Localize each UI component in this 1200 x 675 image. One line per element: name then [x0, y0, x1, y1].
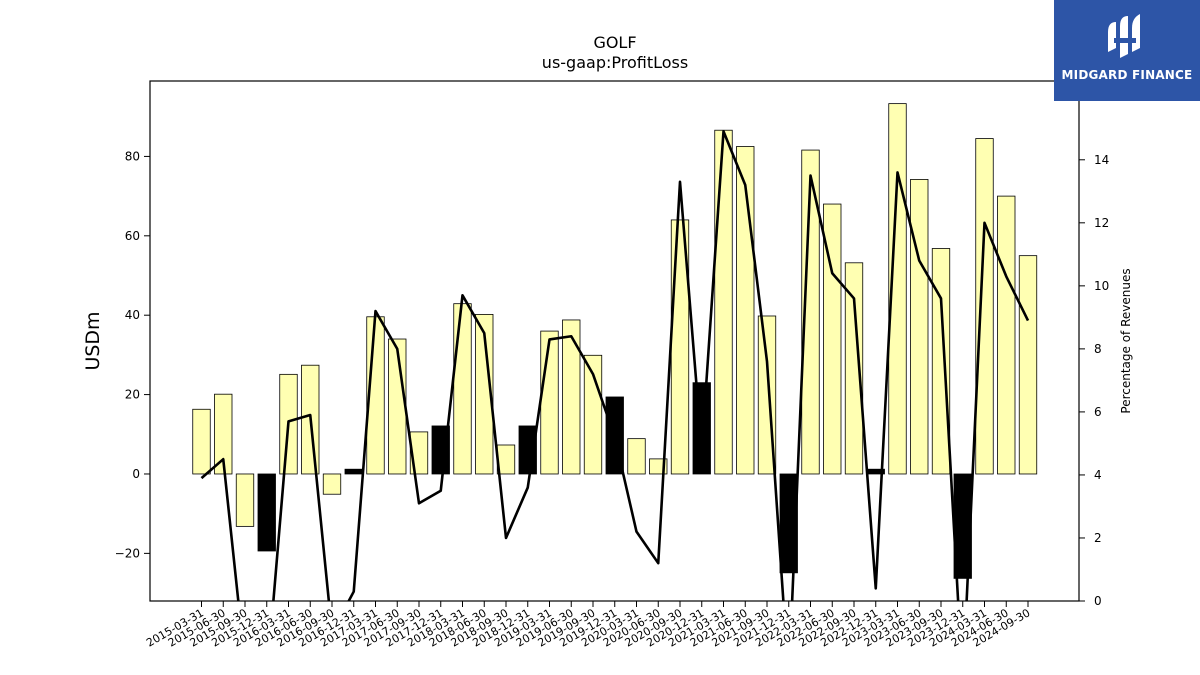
bar-2022-03-31	[801, 149, 820, 475]
y-axis-label: USDm	[82, 311, 104, 370]
bar-2021-03-31	[714, 129, 733, 475]
y-tick-label: 80	[125, 149, 140, 163]
bar-2024-06-30	[997, 195, 1016, 475]
y2-tick-label: 2	[1094, 531, 1102, 545]
bar-2016-09-30	[322, 473, 342, 495]
bar-2018-03-31	[453, 303, 472, 475]
y-axis-left: −20 0 20 40 60 80	[115, 149, 150, 560]
y-tick-label: 0	[132, 467, 140, 481]
bar-2020-03-31	[627, 438, 646, 475]
bar-2015-03-31	[192, 408, 211, 475]
bar-2018-06-30	[475, 313, 494, 475]
bar-2022-06-30	[823, 203, 842, 475]
bar-2015-06-30	[214, 393, 233, 475]
bar-2016-12-31	[344, 468, 363, 475]
bar-2019-03-31	[540, 330, 559, 475]
chart-title: GOLF	[593, 33, 636, 52]
x-axis: 2015-03-312015-06-302015-09-302015-12-31…	[144, 601, 1033, 650]
midgard-finance-logo: MIDGARD FINANCE	[1054, 0, 1200, 101]
y2-tick-label: 6	[1094, 405, 1102, 419]
bar-2024-03-31	[975, 138, 994, 475]
y2-axis-label: Percentage of Revenues	[1119, 268, 1133, 413]
bar-2023-06-30	[910, 179, 929, 475]
y2-tick-label: 12	[1094, 216, 1109, 230]
line-series	[200, 130, 1030, 601]
bar-2021-12-31	[779, 473, 798, 574]
y-tick-label: −20	[115, 546, 140, 560]
bar-2017-06-30	[388, 338, 407, 475]
y-tick-label: 40	[125, 308, 140, 322]
y2-tick-label: 0	[1094, 594, 1102, 608]
bar-2023-09-30	[931, 248, 951, 475]
bar-2024-09-30	[1018, 255, 1038, 475]
bar-2015-09-30	[235, 473, 255, 527]
y-axis-right: 0 2 4 6 8 10 12 14	[1079, 153, 1109, 608]
percentage-line	[200, 130, 1030, 601]
bar-2019-06-30	[562, 319, 581, 475]
bar-2020-12-31	[692, 382, 711, 475]
bar-2023-03-31	[888, 103, 907, 475]
y-tick-label: 20	[125, 388, 140, 402]
midgard-logo-icon	[1108, 14, 1140, 58]
bar-2015-12-31	[257, 473, 276, 552]
chart-subtitle: us-gaap:ProfitLoss	[542, 53, 688, 72]
y2-tick-label: 4	[1094, 468, 1102, 482]
y-tick-label: 60	[125, 229, 140, 243]
y2-tick-label: 8	[1094, 342, 1102, 356]
y2-tick-label: 10	[1094, 279, 1109, 293]
logo-text: MIDGARD FINANCE	[1061, 68, 1193, 82]
bar-2022-09-30	[844, 262, 864, 475]
y2-tick-label: 14	[1094, 153, 1109, 167]
